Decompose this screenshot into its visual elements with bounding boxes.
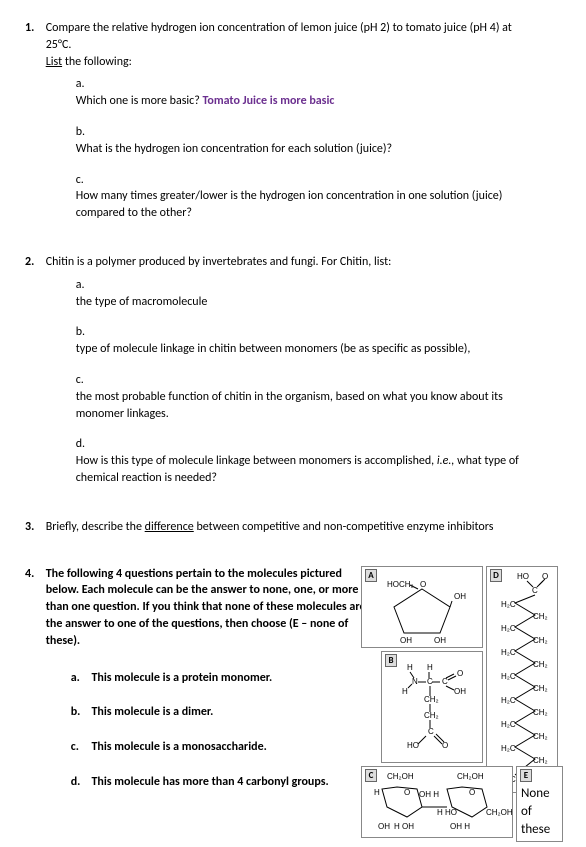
svg-text:H₂C: H₂C xyxy=(501,744,516,753)
svg-text:OH H: OH H xyxy=(450,822,470,831)
svg-text:HOCH₂: HOCH₂ xyxy=(387,580,414,589)
q4-sublist: a. This molecule is a protein monomer. b… xyxy=(71,670,376,791)
svg-text:OH H: OH H xyxy=(419,790,439,799)
molecule-b-structure: H H N C C O OH H CH₂ CH₂ C xyxy=(382,652,482,762)
svg-text:H₂C: H₂C xyxy=(501,672,516,681)
svg-text:H₂C: H₂C xyxy=(501,600,516,609)
q1-b-text: What is the hydrogen ion concentration f… xyxy=(76,141,536,158)
q1-a-text: Which one is more basic? Tomato Juice is… xyxy=(76,93,536,110)
molecule-d-label: D xyxy=(490,569,502,582)
svg-text:H HO: H HO xyxy=(437,808,457,817)
svg-text:CH₂: CH₂ xyxy=(533,660,548,669)
q2-text: Chitin is a polymer produced by inverteb… xyxy=(46,255,392,269)
q4-d: d. This molecule has more than 4 carbony… xyxy=(71,774,376,791)
svg-text:CH₂: CH₂ xyxy=(533,708,548,717)
svg-text:CH₂: CH₂ xyxy=(533,636,548,645)
molecule-c-label: C xyxy=(365,769,377,782)
q2-number: 2. xyxy=(25,254,43,271)
molecule-b-label: B xyxy=(385,654,397,667)
svg-text:O: O xyxy=(469,788,475,797)
q2-b: b. type of molecule linkage in chitin be… xyxy=(76,324,556,358)
question-3: 3. Briefly, describe the difference betw… xyxy=(25,519,561,536)
svg-text:HO: HO xyxy=(407,741,419,750)
molecule-e-label: E xyxy=(520,769,532,782)
q1-a: a. Which one is more basic? Tomato Juice… xyxy=(76,76,556,110)
svg-text:N: N xyxy=(412,677,418,686)
q1-b: b. What is the hydrogen ion concentratio… xyxy=(76,124,556,158)
molecule-d-structure: HO O C H₂C CH₂ H₂C CH₂ H₂C CH₂ H₂C CH₂ H₂C CH… xyxy=(487,567,557,792)
svg-text:H: H xyxy=(394,822,400,831)
svg-text:OH: OH xyxy=(434,636,446,645)
svg-text:HO: HO xyxy=(517,572,529,581)
q1-a-letter: a. xyxy=(76,76,94,93)
svg-text:H: H xyxy=(427,663,433,672)
svg-text:CH₂: CH₂ xyxy=(533,732,548,741)
q4-intro: The following 4 questions pertain to the… xyxy=(46,566,376,650)
question-4: 4. The following 4 questions pertain to … xyxy=(25,566,561,809)
q1-number: 1. xyxy=(25,20,43,37)
question-2: 2. Chitin is a polymer produced by inver… xyxy=(25,254,561,501)
svg-text:OH: OH xyxy=(400,636,412,645)
svg-text:H₂C: H₂C xyxy=(501,624,516,633)
molecule-a-label: A xyxy=(365,569,377,582)
q2-sublist: a. the type of macromolecule b. type of … xyxy=(76,277,556,487)
molecule-b: B H H N C C O OH H CH₂ CH₂ xyxy=(381,651,483,763)
svg-text:CH₂: CH₂ xyxy=(533,612,548,621)
svg-text:H₂C: H₂C xyxy=(501,720,516,729)
q1-c-text: How many times greater/lower is the hydr… xyxy=(76,188,536,222)
q1-c-letter: c. xyxy=(76,172,94,189)
svg-text:CH₂OH: CH₂OH xyxy=(387,772,414,781)
svg-text:CH₂: CH₂ xyxy=(533,756,548,765)
q1-b-letter: b. xyxy=(76,124,94,141)
molecule-a: A HOCH₂ O OH OH OH xyxy=(361,566,483,648)
q3-number: 3. xyxy=(25,519,43,536)
svg-text:O: O xyxy=(442,741,448,750)
svg-text:C: C xyxy=(442,677,448,686)
q4-c: c. This molecule is a monosaccharide. xyxy=(71,739,376,756)
q1-a-answer: Tomato Juice is more basic xyxy=(203,94,335,108)
molecule-c-structure: CH₂OH CH₂OH O O H OH H H HO CH₂OH OH H O… xyxy=(362,767,512,837)
svg-text:C: C xyxy=(532,586,538,595)
q4-a: a. This molecule is a protein monomer. xyxy=(71,670,376,687)
q2-c: c. the most probable function of chitin … xyxy=(76,372,556,422)
q1-list-after: the following: xyxy=(62,55,132,69)
q4-number: 4. xyxy=(25,566,43,583)
svg-text:C: C xyxy=(428,727,434,736)
svg-text:O: O xyxy=(420,580,426,589)
molecule-d: D HO O C H₂C CH₂ H₂C CH₂ H₂C CH₂ H₂C CH₂ H₂C… xyxy=(486,566,558,793)
svg-text:O: O xyxy=(404,788,410,797)
q1-body: Compare the relative hydrogen ion concen… xyxy=(46,20,556,236)
svg-text:H: H xyxy=(374,788,380,797)
molecule-a-structure: HOCH₂ O OH OH OH xyxy=(362,567,482,647)
q2-d: d. How is this type of molecule linkage … xyxy=(76,436,556,486)
svg-text:H: H xyxy=(407,663,413,672)
svg-text:CH₂OH: CH₂OH xyxy=(457,772,484,781)
q1-sublist: a. Which one is more basic? Tomato Juice… xyxy=(76,76,556,222)
question-1: 1. Compare the relative hydrogen ion con… xyxy=(25,20,561,236)
q3-body: Briefly, describe the difference between… xyxy=(46,519,556,536)
molecule-e: E None of these xyxy=(516,766,563,842)
svg-text:H: H xyxy=(402,687,408,696)
svg-text:OH: OH xyxy=(402,822,414,831)
molecule-c: C CH₂OH CH₂OH O O H OH H H HO CH₂OH OH H… xyxy=(361,766,513,838)
q2-a: a. the type of macromolecule xyxy=(76,277,556,311)
svg-text:OH: OH xyxy=(454,592,466,601)
svg-text:OH: OH xyxy=(378,822,390,831)
q4-b: b. This molecule is a dimer. xyxy=(71,704,376,721)
svg-text:OH: OH xyxy=(454,687,466,696)
q1-c: c. How many times greater/lower is the h… xyxy=(76,172,556,222)
q1-line1: Compare the relative hydrogen ion concen… xyxy=(46,21,512,35)
q1-list-label: List xyxy=(46,55,62,69)
svg-text:H₂C: H₂C xyxy=(501,648,516,657)
svg-text:CH₂: CH₂ xyxy=(424,711,439,720)
svg-text:CH₂: CH₂ xyxy=(533,684,548,693)
svg-text:CH₂OH: CH₂OH xyxy=(486,808,512,817)
q1-line2: 25°C. xyxy=(46,38,72,52)
q2-body: Chitin is a polymer produced by inverteb… xyxy=(46,254,556,501)
svg-text:O: O xyxy=(457,669,463,678)
svg-text:CH₂: CH₂ xyxy=(424,695,439,704)
svg-text:O: O xyxy=(542,572,548,581)
